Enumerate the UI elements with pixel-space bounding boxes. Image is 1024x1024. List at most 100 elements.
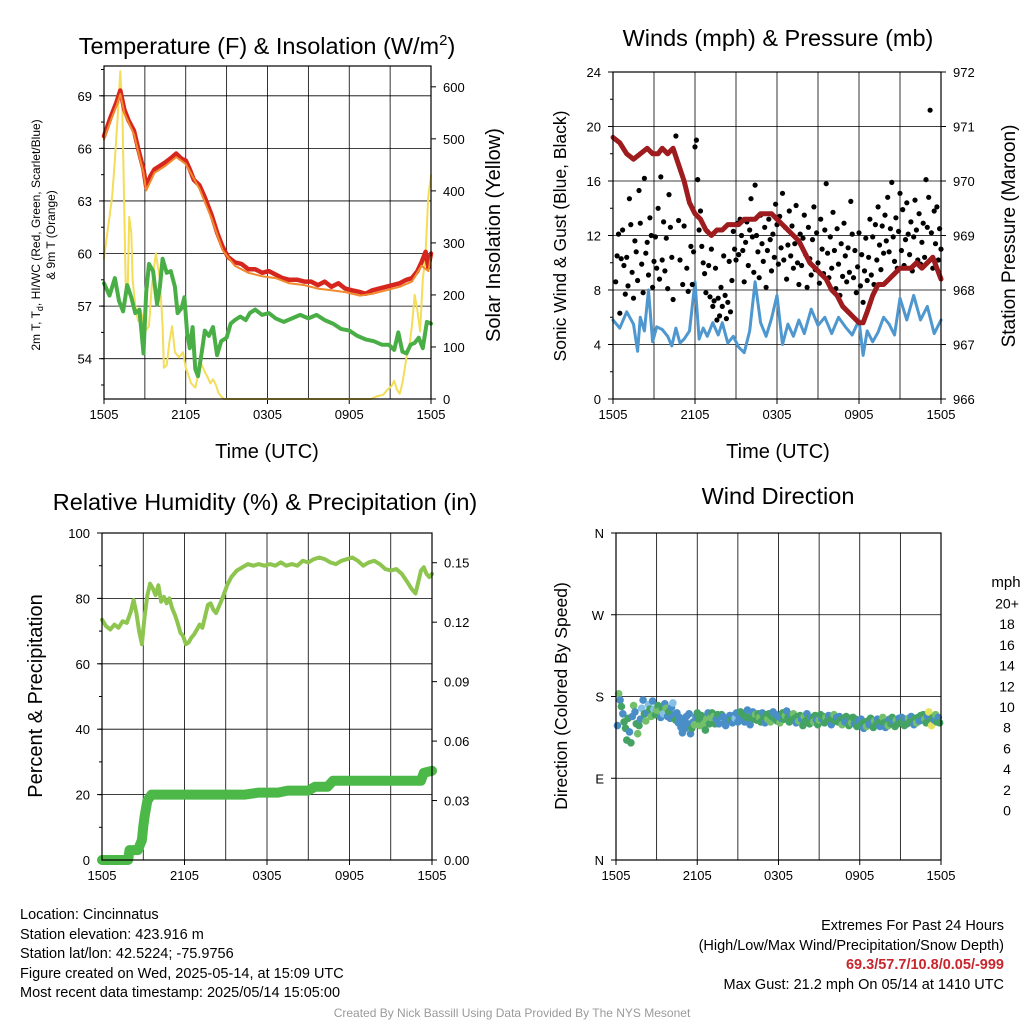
x-tick-label: 1505 xyxy=(599,407,628,422)
humidity-title: Relative Humidity (%) & Precipitation (i… xyxy=(53,489,477,515)
gust-point xyxy=(848,198,854,204)
gust-point xyxy=(748,196,754,202)
colorbar-label: 20+ xyxy=(995,595,1019,611)
gust-point xyxy=(879,223,885,229)
y2-tick-label: 600 xyxy=(443,80,465,95)
winds-ylabel-left: Sonic Wind & Gust (Blue, Black) xyxy=(550,111,570,362)
y2-tick-label: 300 xyxy=(443,236,465,251)
gust-point xyxy=(811,204,817,210)
gust-point xyxy=(708,246,715,252)
credit-line: Created By Nick Bassill Using Data Provi… xyxy=(333,1006,691,1020)
gust-point xyxy=(755,249,761,255)
gust-point xyxy=(659,257,665,263)
gust-point xyxy=(768,268,775,274)
gust-point xyxy=(793,202,799,209)
gust-point xyxy=(662,268,668,274)
gust-point xyxy=(625,283,631,289)
gust-point xyxy=(741,279,747,285)
gust-point xyxy=(789,223,795,229)
colorbar-label: 18 xyxy=(999,616,1015,632)
gust-point xyxy=(860,299,866,305)
speed-colorbar: 0 2 4 6 8 10 12 14 16 18 20+ xyxy=(995,595,1019,818)
direction-point xyxy=(935,719,944,727)
gust-point xyxy=(719,303,725,309)
y-tick-label: 63 xyxy=(78,194,92,209)
gust-point xyxy=(760,258,766,264)
direction-point xyxy=(701,726,710,734)
direction-point xyxy=(614,690,623,698)
gust-point xyxy=(923,177,929,183)
gust-point xyxy=(900,207,906,213)
gust-point xyxy=(717,313,723,319)
gust-point xyxy=(875,204,881,210)
y-tick-label: 80 xyxy=(76,591,90,606)
winds-xlabel: Time (UTC) xyxy=(726,441,830,463)
gust-point xyxy=(745,262,751,269)
x-tick-label: 1505 xyxy=(927,868,956,883)
gust-point xyxy=(890,234,896,240)
direction-point xyxy=(629,701,638,710)
y2-tick-label: 400 xyxy=(443,184,465,199)
gust-point xyxy=(908,219,914,225)
gust-point xyxy=(863,235,869,241)
gust-point xyxy=(697,208,704,214)
gust-point xyxy=(831,247,838,254)
gust-point xyxy=(635,277,641,284)
direction-point xyxy=(617,702,626,711)
gust-point xyxy=(931,208,937,214)
y-tick-label: 66 xyxy=(78,141,92,156)
gust-point xyxy=(786,208,792,214)
y-tick-label: E xyxy=(595,771,604,786)
gust-point xyxy=(792,241,798,247)
series-solar-insolation xyxy=(103,70,432,400)
gust-point xyxy=(654,265,660,271)
gust-point xyxy=(785,242,791,248)
x-tick-label: 0905 xyxy=(845,868,874,883)
gust-point xyxy=(753,232,760,239)
series-9m-t xyxy=(103,93,432,297)
gust-point xyxy=(666,192,672,198)
y2-tick-label: 967 xyxy=(953,338,975,353)
gust-point xyxy=(834,226,840,232)
gust-point xyxy=(726,258,732,264)
colorbar-label: 0 xyxy=(1003,803,1011,819)
gust-point xyxy=(681,223,687,229)
gust-point xyxy=(703,290,709,296)
gust-point xyxy=(615,231,622,237)
y-tick-label: 100 xyxy=(68,526,90,541)
direction-point xyxy=(746,720,754,729)
x-tick-label: 0905 xyxy=(845,407,874,422)
ylabel-subscript: d xyxy=(35,306,45,311)
gust-point xyxy=(633,249,639,255)
station-info: Location: Cincinnatus Station elevation:… xyxy=(20,906,344,1004)
gust-point xyxy=(626,196,633,202)
gust-point xyxy=(693,137,700,143)
gust-point xyxy=(870,234,876,240)
gust-point xyxy=(673,133,679,139)
x-tick-label: 0905 xyxy=(335,868,364,883)
gust-point xyxy=(897,190,903,196)
gust-point xyxy=(723,316,730,322)
gust-point xyxy=(856,230,862,236)
max-gust: Max Gust: 21.2 mph On 05/14 at 1410 UTC xyxy=(723,976,1004,993)
gust-point xyxy=(771,254,777,260)
gust-point xyxy=(636,187,642,194)
gust-point xyxy=(775,261,782,267)
gust-point xyxy=(935,257,941,263)
gust-point xyxy=(846,269,853,275)
humidity-plot: 1505 2105 0305 0905 15050204060801000.000.03… xyxy=(68,526,469,883)
direction-point xyxy=(639,696,647,704)
gust-point xyxy=(650,284,656,290)
gust-point xyxy=(645,272,652,278)
gust-point xyxy=(808,272,814,278)
gust-point xyxy=(773,201,779,207)
colorbar-label: 10 xyxy=(999,699,1015,715)
gust-point xyxy=(928,230,935,236)
x-tick-label: 0905 xyxy=(335,407,364,422)
gust-point xyxy=(814,230,820,236)
temperature-plot: 1505 2105 0305 0905 1505 54 57 60 63 66 69 0 100 200 3… xyxy=(78,65,465,422)
x-tick-label: 0305 xyxy=(253,868,282,883)
gust-point xyxy=(827,234,833,240)
x-tick-label: 1505 xyxy=(90,407,119,422)
station-location: Location: Cincinnatus xyxy=(20,907,159,923)
